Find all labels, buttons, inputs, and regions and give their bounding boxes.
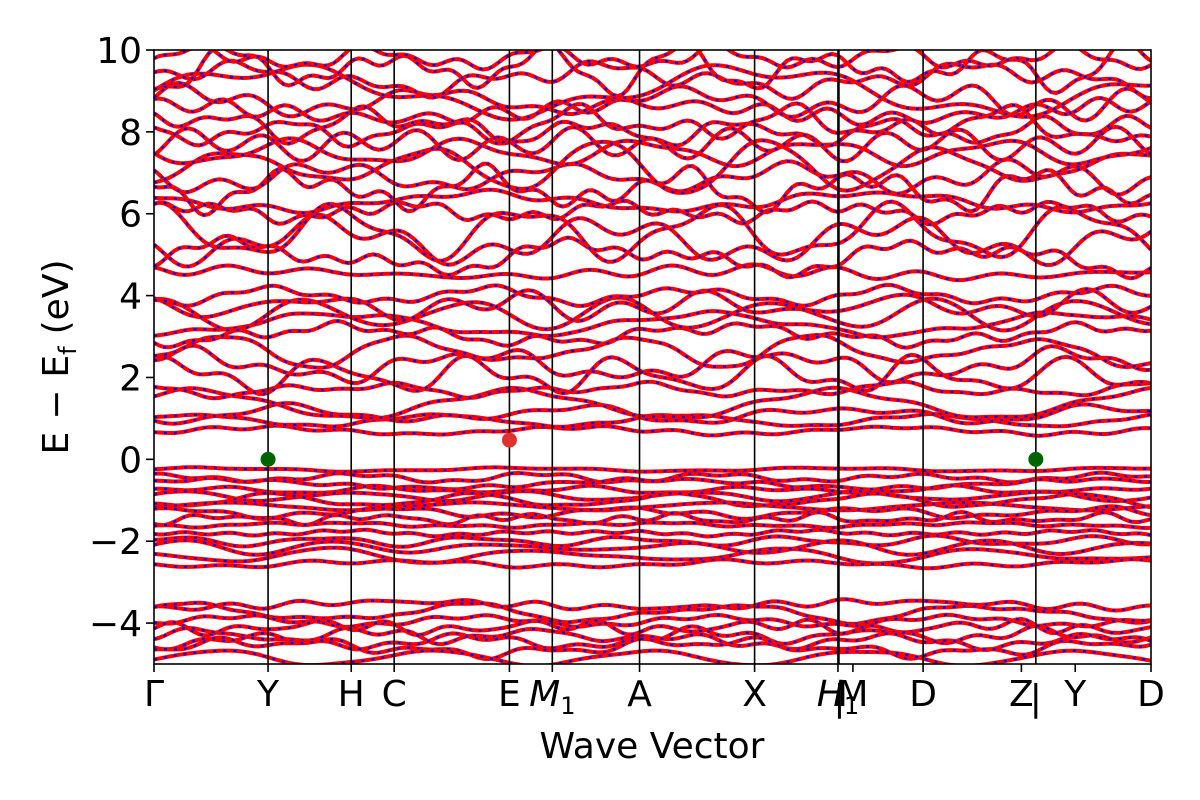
valence-band-overlay [154, 466, 1151, 473]
conduction-band [154, 138, 1151, 195]
conduction-band-overlay [154, 344, 1151, 385]
x-axis-title: Wave Vector [540, 726, 765, 767]
y-title-part: E [36, 355, 77, 378]
x-tick-label: E [498, 674, 521, 715]
plot-frame [153, 49, 1152, 665]
y-tick-label: 0 [119, 440, 142, 481]
conduction-band-overlay [154, 386, 1151, 420]
x-tick-label: M1 [529, 674, 575, 720]
conduction-band-overlay [154, 287, 1151, 323]
svg-text:E−Ef(eV): E − Ef (eV) [36, 260, 82, 455]
conduction-band-overlay [154, 200, 1151, 263]
valence-band [154, 520, 1151, 530]
valence-band-overlay [154, 598, 1151, 612]
x-tick-label: X [742, 674, 767, 715]
y-tick-label: 10 [96, 31, 142, 72]
x-tick-label: H1 [817, 674, 859, 720]
conduction-band [154, 333, 1151, 370]
conduction-band [154, 80, 1151, 123]
conduction-band-overlay [154, 319, 1151, 349]
valence-band-overlay [154, 476, 1151, 491]
y-tick-label: 2 [119, 358, 142, 399]
markers-layer [260, 432, 1044, 467]
x-tick-label: Y [1063, 674, 1087, 715]
conduction-band-overlay [154, 125, 1151, 163]
y-tick-label: −2 [89, 522, 142, 563]
vbm-marker [1028, 451, 1044, 467]
y-title-part: E [36, 432, 77, 455]
y-axis-title: E − Ef (eV) [36, 260, 82, 455]
x-tick-label: D [909, 674, 937, 715]
valence-band-overlay [154, 617, 1151, 637]
y-tick-label: 4 [119, 277, 142, 318]
conduction-band [154, 187, 1151, 215]
conduction-band-overlay [154, 137, 1151, 168]
x-tick-label: H [338, 674, 365, 715]
x-tick-label: Z [1009, 674, 1034, 715]
valence-band-overlay [154, 539, 1151, 556]
valence-band-overlay [154, 546, 1151, 565]
conduction-band-overlay [154, 96, 1151, 126]
conduction-band [154, 379, 1151, 401]
x-tick-label: D [1137, 674, 1165, 715]
valence-band-overlay [154, 484, 1151, 494]
conduction-band [154, 199, 1151, 264]
kpoint-lines-layer [267, 50, 1037, 664]
y-tick-label: 6 [119, 195, 142, 236]
conduction-band-overlay [154, 424, 1151, 437]
valence-band-overlay [154, 528, 1151, 538]
valence-band-overlay [154, 558, 1151, 570]
conduction-band [154, 319, 1151, 350]
y-tick-label: 8 [119, 113, 142, 154]
valence-band-overlay [154, 501, 1151, 512]
vbm-marker [260, 451, 276, 467]
x-tick-label: Γ [144, 674, 164, 715]
valence-band [154, 465, 1151, 474]
y-tick-label: −4 [89, 604, 142, 645]
conduction-band-overlay [154, 380, 1151, 400]
conduction-band [154, 352, 1151, 397]
conduction-band-overlay [154, 162, 1151, 217]
y-axis: −4 −2 0 2 4 6 8 10 [89, 31, 154, 645]
valence-band [154, 648, 1151, 664]
conduction-band [154, 401, 1151, 426]
y-title-part: − [36, 390, 77, 420]
cbm-marker [501, 432, 517, 448]
conduction-band [154, 262, 1151, 283]
x-tick-label: | [833, 678, 845, 719]
conduction-band-overlay [154, 234, 1151, 280]
y-title-part: f [54, 346, 82, 355]
valence-band-overlay [154, 601, 1151, 626]
conduction-band [154, 50, 1151, 72]
valence-band [154, 504, 1151, 521]
valence-band [154, 533, 1151, 549]
valence-band-overlay [154, 613, 1151, 628]
valence-band-overlay [154, 636, 1151, 661]
x-axis: Γ Y H C E M1 A X H1|M D Z| Y D [144, 664, 1165, 720]
bands-layer [154, 50, 1151, 664]
x-tick-label: A [627, 674, 652, 715]
x-tick-label: M [837, 674, 868, 715]
conduction-band-overlay [154, 199, 1151, 226]
x-tick-label: C [382, 674, 407, 715]
conduction-band-overlay [154, 283, 1151, 307]
valence-band-overlay [154, 510, 1151, 527]
conduction-band-overlay [154, 81, 1151, 122]
x-tick-label: Y [256, 674, 280, 715]
x-tick-label: | [1030, 678, 1042, 719]
y-title-part: (eV) [36, 260, 77, 335]
conduction-band-overlay [154, 213, 1151, 268]
conduction-band [154, 157, 1151, 197]
